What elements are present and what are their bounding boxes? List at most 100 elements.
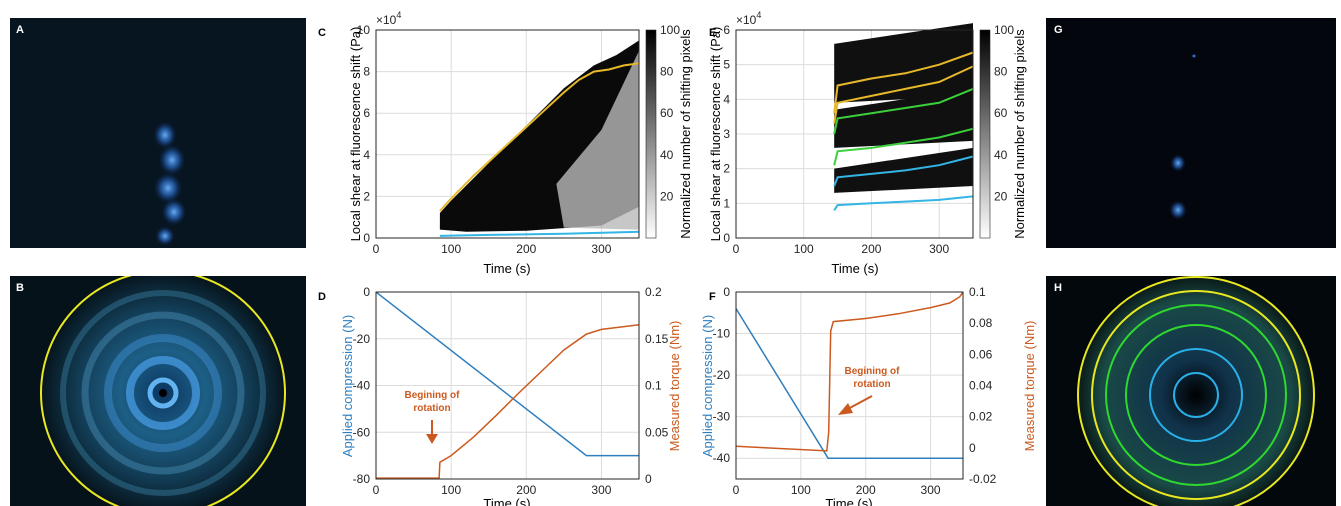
x-tick-label: 100 [791, 483, 811, 497]
right-tick-label: 0.1 [645, 379, 662, 393]
x-tick-label: 0 [373, 483, 380, 497]
y-tick-label: 0 [723, 231, 730, 245]
y-tick-label: 8 [363, 65, 370, 79]
panel-label-f: F [709, 291, 716, 303]
y-tick-label: 4 [723, 92, 730, 106]
panel-label-h: H [1054, 282, 1062, 294]
y-tick-label: 1 [723, 196, 730, 210]
left-tick-label: -40 [353, 379, 371, 393]
x-tick-label: 200 [861, 242, 881, 256]
image-panel-b: B [10, 276, 306, 506]
x-tick-label: 100 [794, 242, 814, 256]
y-tick-label: 6 [723, 23, 730, 37]
right-tick-label: 0.02 [969, 410, 993, 424]
colorbar-tick-label: 40 [994, 148, 1008, 162]
right-tick-label: 0.2 [645, 285, 662, 299]
x-tick-label: 200 [856, 483, 876, 497]
x-tick-label: 100 [441, 483, 461, 497]
series-line-yellow [439, 62, 640, 212]
left-tick-label: 0 [363, 285, 370, 299]
colorbar-tick-label: 20 [994, 189, 1008, 203]
right-tick-label: -0.02 [969, 472, 997, 486]
right-tick-label: 0.1 [969, 285, 986, 299]
series-line-light_blue [833, 195, 974, 211]
series-line-left [375, 291, 639, 457]
left-tick-label: -60 [353, 425, 371, 439]
yellow-circle [40, 276, 286, 506]
spot-upper [1170, 154, 1186, 172]
x-tick-label: 300 [929, 242, 949, 256]
colorbar-tick-label: 100 [660, 23, 680, 37]
right-tick-label: 0 [645, 472, 652, 486]
series-line-light_blue [833, 155, 974, 187]
x-axis-label: Time (s) [483, 496, 530, 506]
series-line-green [833, 127, 974, 166]
heatmap-fade [556, 50, 639, 230]
colorbar-tick-label: 60 [660, 106, 674, 120]
panel-label-a: A [16, 24, 24, 36]
colorbar-tick-label: 20 [660, 189, 674, 203]
ring-yellow-inner [1091, 290, 1301, 500]
ring-blue-outer [1149, 348, 1243, 442]
x-axis-label: Time (s) [831, 261, 878, 276]
colorbar-tick-label: 40 [660, 148, 674, 162]
y-exponent-label: ×104 [376, 10, 401, 27]
left-tick-label: -40 [713, 451, 731, 465]
colorbar-tick-label: 80 [994, 65, 1008, 79]
right-axis-label: Measured torque (Nm) [667, 321, 682, 452]
right-tick-label: 0.08 [969, 316, 993, 330]
ring-blue-inner [1173, 372, 1219, 418]
y-tick-label: 2 [363, 189, 370, 203]
colorbar-tick-label: 80 [660, 65, 674, 79]
colorbar-label: Normalized number of shifting pixels [678, 29, 693, 239]
image-panel-a: A [10, 18, 306, 248]
left-tick-label: -20 [353, 332, 371, 346]
y-axis-label: Local shear at fluorescence shift (Pa) [348, 27, 363, 242]
series-line-left [735, 308, 963, 459]
right-tick-label: 0 [969, 441, 976, 455]
left-axis-label: Applied compression (N) [700, 315, 715, 457]
right-axis-label: Measured torque (Nm) [1022, 321, 1037, 452]
series-line-right [376, 323, 640, 479]
x-tick-label: 300 [921, 483, 941, 497]
panel-label-e: E [709, 27, 716, 39]
ring-green-outer [1105, 304, 1287, 486]
series-line-yellow [833, 65, 974, 124]
left-tick-label: -80 [353, 472, 371, 486]
left-tick-label: -20 [713, 368, 731, 382]
image-panel-h: H [1046, 276, 1336, 506]
x-tick-label: 0 [373, 242, 380, 256]
y-tick-label: 5 [723, 58, 730, 72]
ring-green-inner [1125, 324, 1267, 466]
colorbar [979, 29, 991, 239]
rotation-annotation: Begining of rotation [845, 366, 901, 390]
series-line-green [833, 87, 974, 135]
chart-c: 0 100 200 300 0 2 4 6 8 10 ×104 Time (s) Local sh… [348, 10, 693, 276]
y-tick-label: 3 [723, 127, 730, 141]
x-tick-label: 200 [516, 242, 536, 256]
colorbar-tick-label: 100 [994, 23, 1014, 37]
annotation-arrowhead [426, 434, 438, 444]
rotation-annotation: Begining of rotation [405, 390, 461, 414]
x-tick-label: 100 [441, 242, 461, 256]
annotation-arrowhead [838, 403, 853, 415]
x-tick-label: 300 [591, 483, 611, 497]
series-line-yellow [833, 51, 974, 114]
colorbar [645, 29, 657, 239]
y-tick-label: 6 [363, 106, 370, 120]
panel-label-b: B [16, 282, 24, 294]
series-line-right [735, 291, 964, 452]
colorbar-tick-label: 60 [994, 106, 1008, 120]
x-tick-label: 0 [733, 242, 740, 256]
series-line-light_blue [439, 230, 640, 237]
y-tick-label: 2 [723, 162, 730, 176]
left-tick-label: -10 [713, 327, 731, 341]
y-tick-label: 4 [363, 148, 370, 162]
image-panel-g: G [1046, 18, 1336, 248]
x-tick-label: 0 [733, 483, 740, 497]
right-tick-label: 0.05 [645, 425, 669, 439]
left-tick-label: -30 [713, 410, 731, 424]
y-exponent-label: ×104 [736, 10, 761, 27]
y-tick-label: 0 [363, 231, 370, 245]
